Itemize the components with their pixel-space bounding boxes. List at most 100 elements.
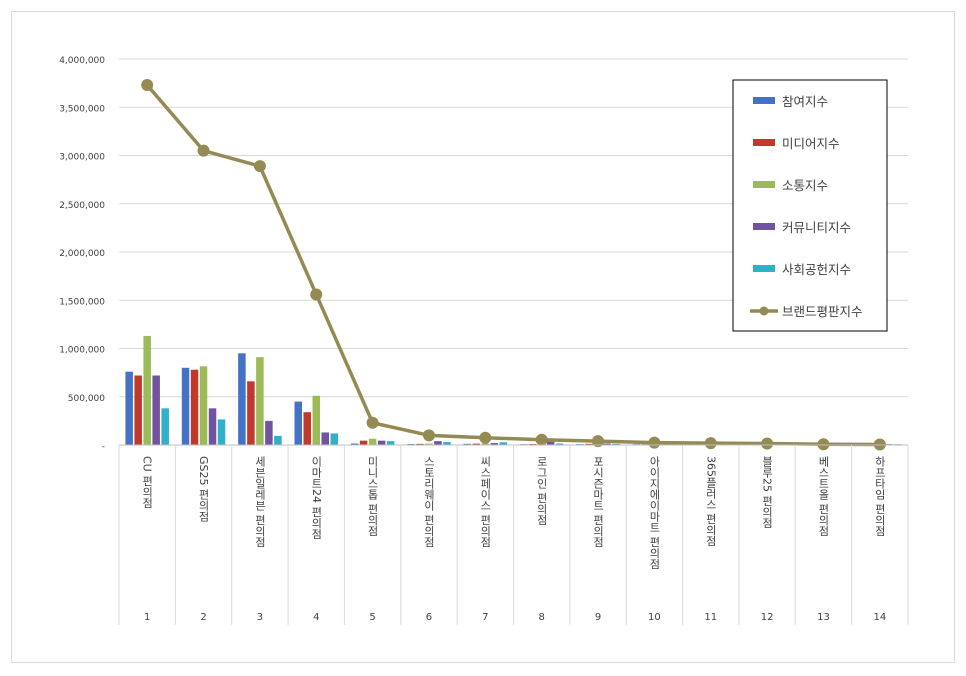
legend-box xyxy=(732,79,888,332)
x-rank-label: 12 xyxy=(761,612,774,623)
bar xyxy=(303,412,311,445)
x-category-label: 이마트24 편의점 xyxy=(310,456,323,540)
x-axis: CU 편의점 1 GS25 편의점 2 세븐일레븐 편의점 3 이마트24 편의점 4 미니스톱… xyxy=(118,444,909,625)
bar xyxy=(190,369,199,445)
bar xyxy=(416,443,424,445)
line-series xyxy=(141,79,886,451)
chart-svg: - 500,000 1,000,000 1,500,000 2,000,000 2,500… xyxy=(59,56,909,625)
bar xyxy=(181,367,190,445)
x-rank-label: 13 xyxy=(817,612,830,623)
bar xyxy=(603,443,611,445)
line-point xyxy=(704,437,717,450)
x-category-label: 365플러스 편의점 xyxy=(704,456,717,547)
bar xyxy=(274,435,282,445)
x-rank-label: 2 xyxy=(200,612,206,623)
bar xyxy=(330,433,338,445)
y-tick-label: 3,000,000 xyxy=(59,153,105,163)
bar xyxy=(208,408,217,445)
line-point xyxy=(253,160,266,173)
x-category-label: 씨스페이스 편의점 xyxy=(479,456,492,548)
legend-swatch xyxy=(753,139,775,146)
line-point xyxy=(141,79,154,92)
bar xyxy=(256,357,264,445)
x-category-label: CU 편의점 xyxy=(141,456,154,508)
bar xyxy=(152,375,160,445)
x-category-label: 아이지에이마트 편의점 xyxy=(648,456,661,570)
y-tick-label: 500,000 xyxy=(68,394,105,404)
y-tick-label: - xyxy=(102,442,105,452)
x-rank-label: 1 xyxy=(144,612,150,623)
y-tick-label: 1,000,000 xyxy=(59,346,105,356)
x-rank-label: 9 xyxy=(595,612,601,623)
y-tick-label: 2,500,000 xyxy=(59,201,105,211)
x-category-label: 미니스톱 편의점 xyxy=(366,456,379,537)
bar xyxy=(481,443,490,445)
legend-label: 브랜드평판지수 xyxy=(782,304,863,319)
x-category-label: 블루25 편의점 xyxy=(761,456,774,529)
line-point xyxy=(197,144,210,157)
legend-swatch xyxy=(753,223,775,230)
y-tick-label: 2,000,000 xyxy=(59,249,105,259)
bar xyxy=(143,335,151,445)
x-rank-label: 7 xyxy=(482,612,488,623)
line-point xyxy=(648,436,661,449)
bar xyxy=(321,432,329,445)
bar xyxy=(238,353,246,445)
series-line xyxy=(145,83,880,447)
bar xyxy=(612,443,620,445)
line-point xyxy=(366,416,379,429)
legend-swatch xyxy=(753,265,775,272)
bar xyxy=(555,443,564,445)
legend-label: 참여지수 xyxy=(782,94,828,109)
line-point xyxy=(479,431,492,444)
x-category-label: 로그인 편의점 xyxy=(535,456,548,526)
bar xyxy=(134,375,142,445)
line-point xyxy=(761,437,774,450)
legend-label: 사회공헌지수 xyxy=(782,262,851,277)
y-axis-ticks: - 500,000 1,000,000 1,500,000 2,000,000 2,500… xyxy=(59,56,105,452)
line-point xyxy=(422,429,435,442)
line-point xyxy=(535,433,548,446)
x-category-label: 세븐일레븐 편의점 xyxy=(253,456,266,548)
bar xyxy=(161,408,169,445)
bar xyxy=(359,440,368,445)
bar xyxy=(386,441,395,445)
bar xyxy=(546,441,555,445)
legend-label: 미디어지수 xyxy=(782,136,840,151)
x-category-label: 베스트올 편의점 xyxy=(817,456,830,537)
bar xyxy=(377,440,386,445)
line-point xyxy=(592,435,605,448)
y-tick-label: 1,500,000 xyxy=(59,297,105,307)
bar xyxy=(425,443,433,445)
legend-label: 커뮤니티지수 xyxy=(782,220,851,235)
bar xyxy=(443,442,451,445)
legend-label: 소통지수 xyxy=(782,178,828,193)
x-rank-label: 14 xyxy=(873,612,886,623)
line-point xyxy=(310,288,323,301)
bar xyxy=(294,401,302,445)
bar xyxy=(434,441,442,445)
bar xyxy=(265,420,273,445)
x-category-label: 하프타임 편의점 xyxy=(873,455,886,537)
bar xyxy=(199,366,208,445)
legend-swatch xyxy=(753,181,775,188)
y-tick-label: 3,500,000 xyxy=(59,104,105,114)
legend-swatch xyxy=(753,97,775,104)
line-point xyxy=(817,438,830,451)
x-rank-label: 3 xyxy=(257,612,263,623)
x-category-label: 스토리웨이 편의점 xyxy=(422,456,435,548)
bar xyxy=(368,438,377,445)
x-category-label: GS25 편의점 xyxy=(197,456,210,522)
bar xyxy=(490,443,499,445)
x-rank-label: 5 xyxy=(369,612,375,623)
chart-frame: - 500,000 1,000,000 1,500,000 2,000,000 2,500… xyxy=(11,11,955,663)
bar xyxy=(312,395,320,445)
bar-series xyxy=(125,335,902,445)
bar xyxy=(247,381,255,445)
x-rank-label: 8 xyxy=(538,612,544,623)
x-rank-label: 6 xyxy=(426,612,432,623)
bar xyxy=(463,443,472,445)
bar xyxy=(125,371,133,445)
x-category-label: 포시즌마트 편의점 xyxy=(592,456,605,548)
